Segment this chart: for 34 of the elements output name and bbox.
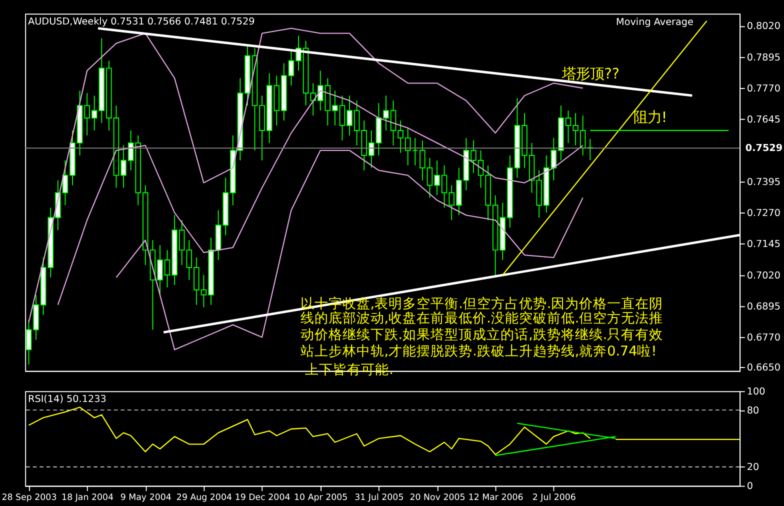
- x-tick-label: 2 Jul 2006: [532, 492, 576, 503]
- y-tick-label: 20: [746, 462, 760, 474]
- annotation: 线的底部波动,收盘在前最低价.没能突破前低.但空方无法推: [300, 310, 664, 327]
- y-tick-label: 80: [746, 405, 760, 416]
- x-tick-label: 31 Jul 2005: [354, 492, 404, 503]
- chart-title: RSI(14) 50.1233: [28, 394, 106, 405]
- annotation: 塔形顶??: [561, 66, 620, 82]
- y-tick-label: 0.7270: [746, 208, 781, 220]
- x-tick-label: 19 Dec 2004: [234, 492, 291, 503]
- x-tick-label: 10 Apr 2005: [294, 492, 348, 503]
- y-tick-label: 0.7645: [746, 114, 781, 126]
- y-tick-label: 0.6650: [746, 362, 781, 374]
- y-tick-label: 0: [746, 481, 753, 492]
- y-tick-label: 0.7895: [746, 52, 781, 64]
- x-tick-label: 28 Sep 2003: [2, 492, 57, 503]
- y-tick-label: 0.7395: [746, 176, 781, 188]
- x-tick-label: 12 Mar 2006: [468, 492, 524, 503]
- chart-title: AUDUSD,Weekly 0.7531 0.7566 0.7481 0.7529: [28, 16, 255, 28]
- y-tick-label: 0.6895: [746, 301, 781, 312]
- y-tick-label: 0.8020: [746, 21, 781, 32]
- y-tick-label: 0.6770: [746, 332, 781, 344]
- x-tick-label: 20 Nov 2005: [410, 492, 466, 503]
- ref-line-label: 0.7529: [745, 143, 783, 154]
- y-tick-label: 0.7145: [746, 239, 781, 250]
- annotation: 站上步林中轨,才能摆脱跌势.跌破上升趋势线,就奔0.74啦!: [300, 343, 657, 360]
- y-tick-label: 0.7020: [746, 270, 781, 282]
- annotation: Moving Average: [616, 17, 694, 28]
- y-tick-label: 0.7770: [746, 84, 781, 95]
- annotation: 动价格继续下跌.如果塔型顶成立的话,跌势将继续.只有有效: [300, 327, 664, 344]
- y-tick-label: 100: [746, 386, 766, 398]
- x-tick-label: 18 Jan 2004: [62, 492, 114, 503]
- x-tick-label: 9 May 2004: [120, 492, 172, 503]
- annotation: 阻力!: [633, 110, 668, 126]
- x-tick-label: 29 Aug 2004: [176, 492, 232, 503]
